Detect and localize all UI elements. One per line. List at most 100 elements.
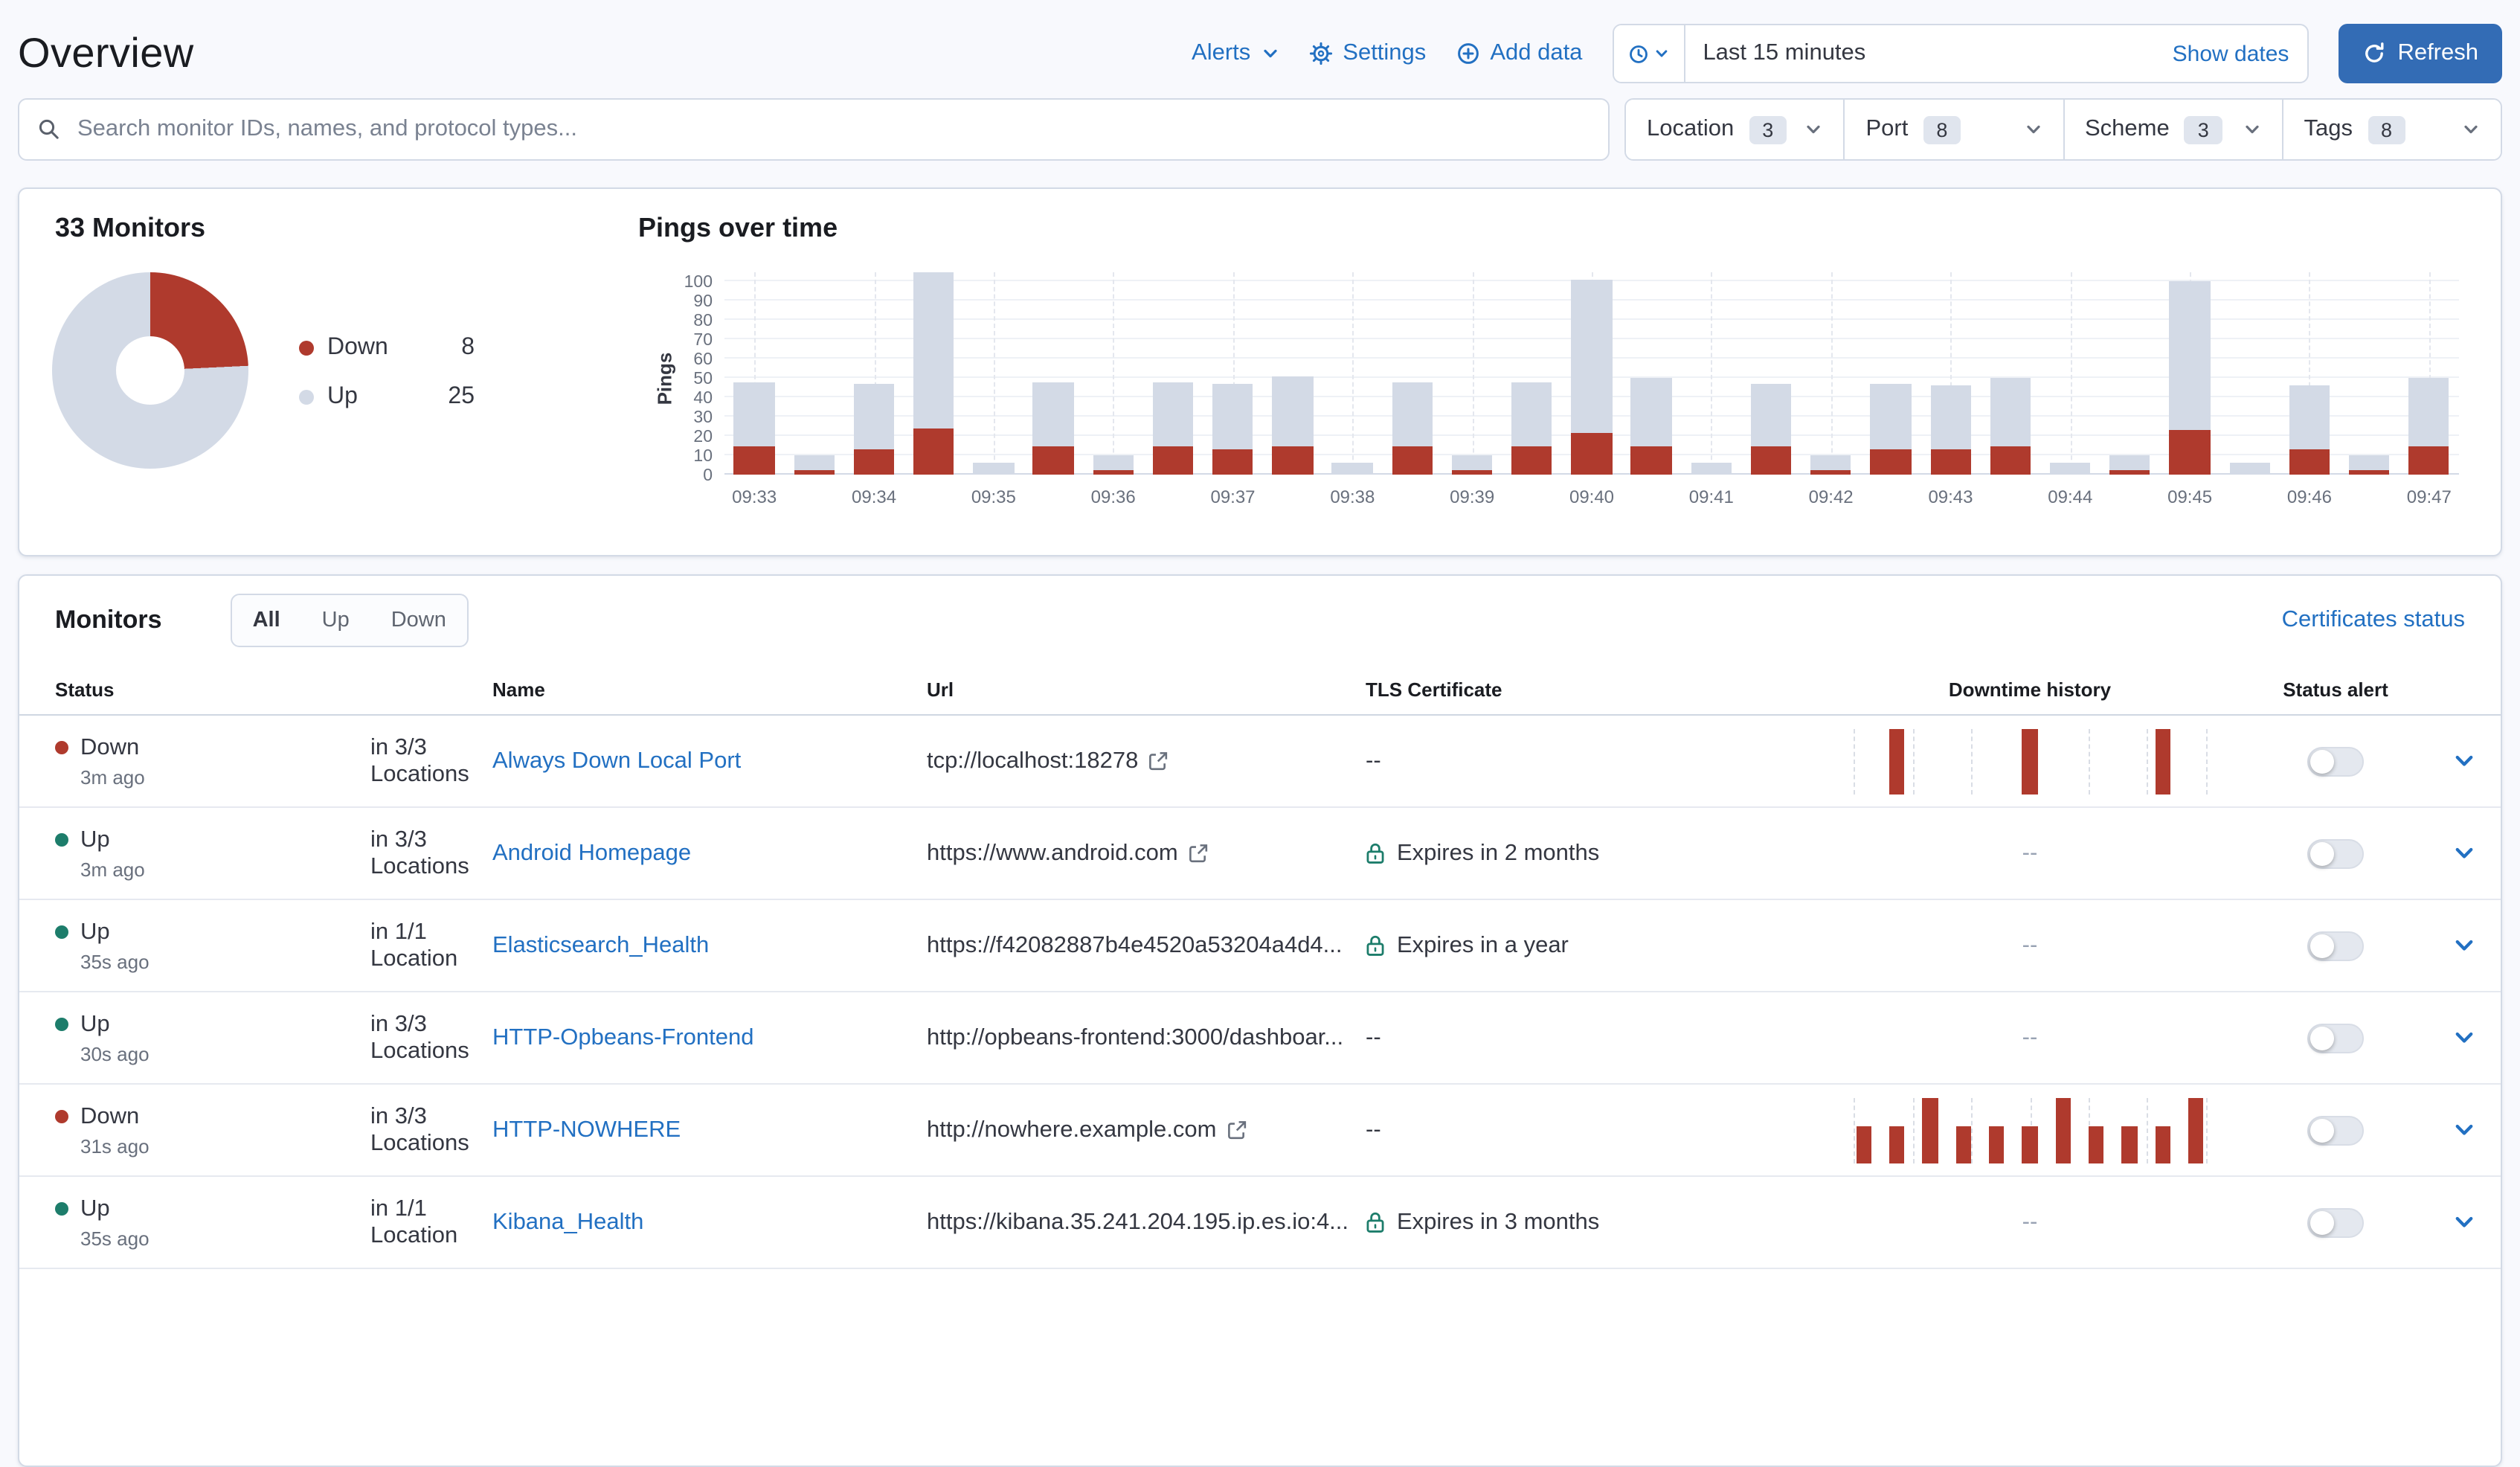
tls-expiry-text: Expires in a year — [1397, 932, 1569, 957]
expand-row-button[interactable] — [2453, 934, 2475, 957]
status-cell: Up 35s ago — [55, 919, 370, 972]
ping-bar — [1930, 385, 1971, 475]
ping-bar-down-segment — [1511, 446, 1552, 475]
locations-cell: in 3/3 Locations — [370, 826, 469, 879]
status-dot — [55, 833, 68, 847]
filter-tags-button[interactable]: Tags 8 — [2283, 100, 2501, 159]
expand-row-button[interactable] — [2453, 1027, 2475, 1049]
chart-plot-area — [724, 272, 2459, 475]
x-tick: 09:33 — [732, 487, 777, 507]
ping-bar — [2348, 455, 2390, 475]
monitor-url[interactable]: https://www.android.com — [927, 840, 1178, 865]
x-tick: 09:47 — [2406, 487, 2452, 507]
ping-bar — [1511, 382, 1552, 475]
status-alert-toggle[interactable] — [2307, 931, 2364, 960]
y-tick: 30 — [693, 409, 713, 428]
ping-bar — [1272, 376, 1314, 475]
ping-bar — [794, 455, 835, 475]
refresh-label: Refresh — [2397, 40, 2478, 65]
ping-bar — [2109, 455, 2150, 475]
status-alert-toggle[interactable] — [2307, 1023, 2364, 1053]
ping-bar — [1750, 384, 1792, 475]
status-cell: Up 35s ago — [55, 1195, 370, 1249]
x-tick: 09:38 — [1330, 487, 1375, 507]
url-cell: https://f42082887b4e4520a53204a4d4... — [927, 932, 1366, 959]
x-tick: 09:41 — [1688, 487, 1734, 507]
monitor-name-link[interactable]: HTTP-Opbeans-Frontend — [492, 1024, 754, 1050]
status-cell: Down 31s ago — [55, 1103, 370, 1157]
filter-location-button[interactable]: Location 3 — [1626, 100, 1845, 159]
monitor-name-link[interactable]: HTTP-NOWHERE — [492, 1117, 681, 1142]
add-data-button[interactable]: Add data — [1456, 40, 1582, 67]
tab-all[interactable]: All — [232, 595, 301, 646]
monitor-name-link[interactable]: Kibana_Health — [492, 1209, 644, 1234]
ping-bar-down-segment — [1451, 470, 1493, 475]
expand-row-button[interactable] — [2453, 1211, 2475, 1233]
ping-bar-down-segment — [1392, 446, 1433, 475]
downtime-bar — [2121, 1126, 2138, 1163]
ping-bar-down-segment — [1930, 449, 1971, 475]
ping-bar — [973, 463, 1015, 475]
table-header: Status Name Url TLS Certificate Downtime… — [19, 653, 2501, 716]
ping-bar — [1810, 455, 1851, 475]
y-tick: 20 — [693, 428, 713, 447]
ping-bar-down-segment — [1990, 446, 2031, 475]
status-alert-toggle[interactable] — [2307, 838, 2364, 868]
downtime-history-cell — [1813, 1097, 2246, 1163]
show-dates-button[interactable]: Show dates — [2172, 41, 2289, 66]
expand-row-button[interactable] — [2453, 1119, 2475, 1141]
column-downtime: Downtime history — [1948, 678, 2112, 701]
status-alert-toggle[interactable] — [2307, 1115, 2364, 1145]
monitor-url[interactable]: http://nowhere.example.com — [927, 1117, 1217, 1142]
refresh-button[interactable]: Refresh — [2338, 24, 2502, 83]
chevron-down-icon — [2455, 940, 2473, 951]
downtime-empty-dashes: -- — [2022, 932, 2038, 957]
ping-bar — [1331, 463, 1373, 475]
ping-bar-down-segment — [733, 446, 775, 475]
filter-port-button[interactable]: Port 8 — [1845, 100, 2064, 159]
expand-row-button[interactable] — [2453, 750, 2475, 772]
status-ago: 3m ago — [80, 858, 145, 880]
search-input[interactable] — [74, 115, 1590, 144]
downtime-bar — [2022, 728, 2038, 794]
monitor-name-link[interactable]: Always Down Local Port — [492, 748, 742, 773]
status-alert-cell — [2246, 1115, 2425, 1145]
ping-bar — [2169, 281, 2211, 475]
alerts-menu-button[interactable]: Alerts — [1192, 40, 1279, 67]
ping-bar-down-segment — [1152, 446, 1194, 475]
ping-bar-down-segment — [2169, 430, 2211, 475]
downtime-bar — [1955, 1126, 1971, 1163]
monitor-name-link[interactable]: Android Homepage — [492, 840, 692, 865]
tls-cell: -- — [1366, 748, 1813, 774]
monitor-url[interactable]: http://opbeans-frontend:3000/dashboar... — [927, 1024, 1344, 1050]
x-tick: 09:37 — [1210, 487, 1256, 507]
pings-chart-title: Pings over time — [638, 213, 838, 243]
status-alert-toggle[interactable] — [2307, 1207, 2364, 1237]
ping-bar-down-segment — [2289, 449, 2330, 475]
ping-bar-down-segment — [913, 428, 954, 475]
time-picker-quick-select-button[interactable] — [1613, 25, 1685, 82]
table-row: Up 35s ago in 1/1 Location Kibana_Health… — [19, 1177, 2501, 1269]
tab-down[interactable]: Down — [370, 595, 467, 646]
plus-in-circle-icon — [1457, 43, 1479, 64]
downtime-bar — [1988, 1126, 2005, 1163]
x-tick: 09:45 — [2167, 487, 2213, 507]
expand-row-button[interactable] — [2453, 842, 2475, 864]
status-cell: Up 3m ago — [55, 826, 370, 880]
status-alert-toggle[interactable] — [2307, 746, 2364, 776]
y-tick: 100 — [684, 274, 713, 292]
status-label: Down — [80, 734, 140, 760]
monitor-name-link[interactable]: Elasticsearch_Health — [492, 932, 710, 957]
monitor-url[interactable]: https://f42082887b4e4520a53204a4d4... — [927, 932, 1343, 957]
ping-bar-down-segment — [2348, 470, 2390, 475]
tab-up[interactable]: Up — [301, 595, 370, 646]
settings-button[interactable]: Settings — [1308, 40, 1426, 67]
x-tick: 09:35 — [971, 487, 1016, 507]
certificates-status-link[interactable]: Certificates status — [2281, 607, 2465, 632]
table-row: Down 3m ago in 3/3 Locations Always Down… — [19, 716, 2501, 808]
filter-scheme-button[interactable]: Scheme 3 — [2064, 100, 2283, 159]
monitor-url[interactable]: https://kibana.35.241.204.195.ip.es.io:4… — [927, 1209, 1349, 1234]
time-range-value[interactable]: Last 15 minutes — [1703, 40, 1866, 65]
monitor-url[interactable]: tcp://localhost:18278 — [927, 748, 1139, 773]
url-cell: https://kibana.35.241.204.195.ip.es.io:4… — [927, 1209, 1366, 1236]
